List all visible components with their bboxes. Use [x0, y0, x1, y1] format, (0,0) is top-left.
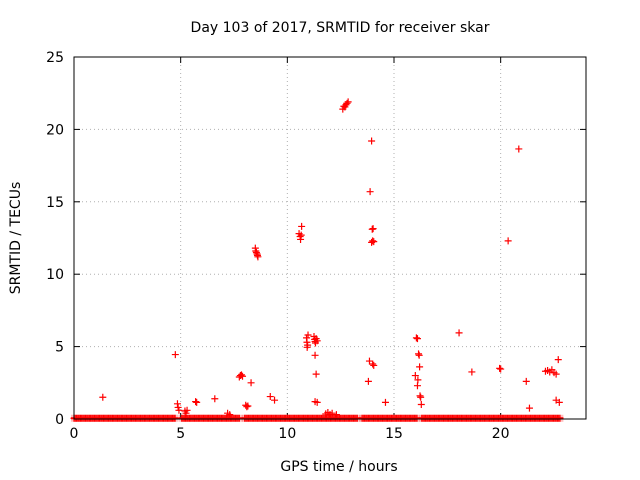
x-tick-label: 20	[492, 426, 510, 442]
data-point	[368, 137, 376, 145]
data-point	[173, 400, 181, 408]
data-point	[311, 351, 319, 359]
plot-frame	[73, 56, 587, 420]
data-point	[247, 379, 255, 387]
data-point	[370, 361, 378, 369]
data-point	[370, 238, 378, 246]
data-point	[417, 401, 425, 409]
data-point	[552, 370, 560, 378]
data-point	[254, 253, 262, 261]
data-point	[416, 363, 424, 371]
data-point	[211, 395, 219, 403]
data-point	[525, 404, 533, 412]
data-point	[328, 409, 336, 417]
data-point	[416, 392, 424, 400]
data-point	[193, 398, 201, 406]
data-point	[497, 365, 505, 373]
data-point	[369, 360, 377, 368]
data-point	[515, 145, 523, 153]
data-point	[556, 414, 564, 422]
data-point	[332, 411, 340, 419]
data-point	[239, 372, 247, 380]
x-tick-label: 15	[385, 426, 403, 442]
data-point	[504, 237, 512, 245]
data-point	[413, 335, 421, 343]
x-tick-label: 0	[70, 426, 79, 442]
x-axis-label: GPS time / hours	[280, 459, 397, 475]
data-point	[555, 398, 563, 406]
data-points	[70, 98, 564, 422]
chart-title: Day 103 of 2017, SRMTID for receiver ska…	[191, 20, 490, 36]
x-tick-label: 10	[278, 426, 296, 442]
data-point	[415, 351, 423, 359]
data-point	[266, 393, 274, 401]
data-point	[303, 343, 311, 351]
data-point	[226, 411, 234, 419]
data-point	[414, 376, 422, 384]
data-point	[381, 398, 389, 406]
data-point	[313, 337, 321, 345]
data-point	[244, 402, 252, 410]
grid-lines	[74, 57, 586, 419]
data-point	[313, 398, 321, 406]
data-point	[417, 393, 425, 401]
data-point	[554, 356, 562, 364]
data-point	[175, 406, 183, 414]
data-point	[522, 377, 530, 385]
y-tick-label: 10	[46, 267, 64, 283]
data-point	[298, 222, 306, 230]
data-point	[369, 237, 377, 245]
data-point	[243, 403, 251, 411]
data-point	[312, 370, 320, 378]
data-point	[366, 188, 374, 196]
data-point	[455, 329, 463, 337]
data-point	[343, 99, 351, 107]
axis-ticks: 0 5 10 15 20 0 5 10 15 20 25	[46, 50, 586, 442]
y-tick-label: 0	[55, 412, 64, 428]
data-point	[369, 225, 377, 233]
data-point	[364, 377, 372, 385]
y-tick-label: 20	[46, 122, 64, 138]
data-point	[171, 414, 179, 422]
data-point	[237, 371, 245, 379]
data-point	[411, 372, 419, 380]
data-point	[192, 398, 200, 406]
data-point	[171, 351, 179, 359]
data-point	[304, 331, 312, 339]
data-point	[468, 368, 476, 376]
data-point	[496, 364, 504, 372]
data-point	[297, 231, 305, 239]
data-point	[297, 235, 305, 243]
x-tick-label: 5	[176, 426, 185, 442]
data-point	[415, 350, 423, 358]
data-point	[344, 98, 352, 106]
y-axis-label: SRMTID / TECUs	[8, 182, 24, 295]
y-tick-label: 25	[46, 50, 64, 66]
data-point	[271, 396, 279, 404]
data-point	[183, 406, 191, 414]
y-tick-label: 5	[55, 340, 64, 356]
data-point	[99, 393, 107, 401]
data-point	[368, 225, 376, 233]
data-point	[412, 334, 420, 342]
y-tick-label: 15	[46, 195, 64, 211]
